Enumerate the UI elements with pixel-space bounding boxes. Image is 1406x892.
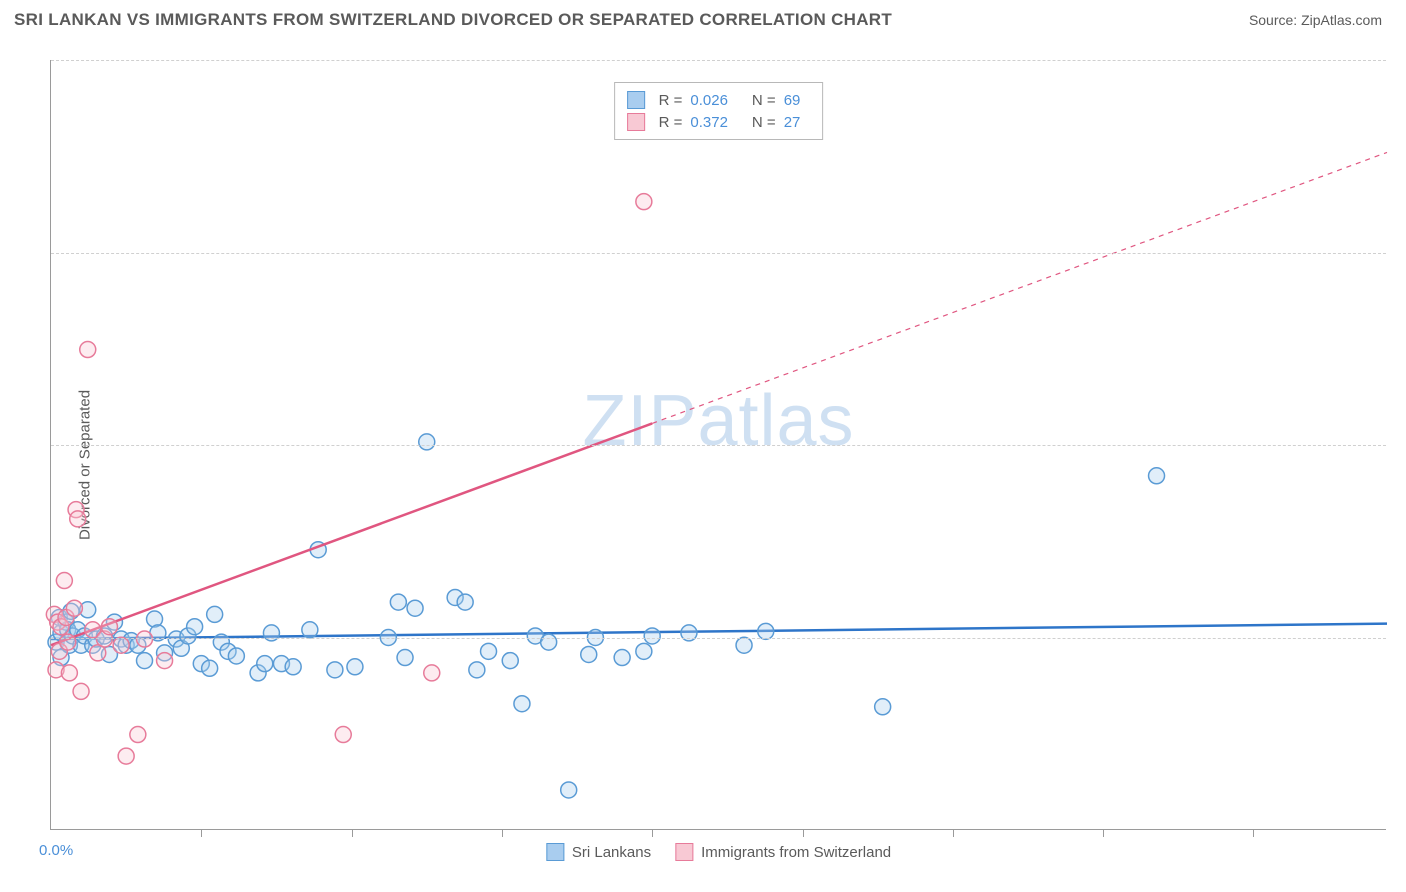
x-tick: [1253, 829, 1254, 837]
chart-title: SRI LANKAN VS IMMIGRANTS FROM SWITZERLAN…: [14, 10, 892, 30]
source-link[interactable]: Source: ZipAtlas.com: [1249, 12, 1382, 28]
x-tick: [502, 829, 503, 837]
scatter-point: [644, 628, 660, 644]
series-legend: Sri Lankans Immigrants from Switzerland: [546, 843, 891, 861]
scatter-point: [257, 656, 273, 672]
scatter-point: [137, 653, 153, 669]
scatter-point: [137, 631, 153, 647]
scatter-point: [335, 727, 351, 743]
scatter-point: [419, 434, 435, 450]
legend-swatch: [546, 843, 564, 861]
scatter-point: [187, 619, 203, 635]
scatter-point: [157, 653, 173, 669]
x-origin-label: 0.0%: [39, 842, 73, 859]
scatter-point: [285, 659, 301, 675]
scatter-point: [636, 194, 652, 210]
legend-item: Sri Lankans: [546, 843, 651, 861]
x-tick: [352, 829, 353, 837]
scatter-point: [481, 643, 497, 659]
scatter-point: [118, 748, 134, 764]
scatter-point: [202, 660, 218, 676]
scatter-point: [1149, 468, 1165, 484]
scatter-point: [302, 622, 318, 638]
plot-area: ZIPatlas R =0.026N =69R =0.372N =27 0.0%…: [50, 60, 1386, 830]
scatter-point: [502, 653, 518, 669]
legend-label: Immigrants from Switzerland: [701, 844, 891, 861]
scatter-point: [736, 637, 752, 653]
scatter-point: [73, 683, 89, 699]
scatter-point: [207, 606, 223, 622]
scatter-point: [561, 782, 577, 798]
scatter-point: [424, 665, 440, 681]
x-tick: [803, 829, 804, 837]
scatter-point: [407, 600, 423, 616]
scatter-point: [614, 650, 630, 666]
scatter-point: [636, 643, 652, 659]
chart-container: Divorced or Separated ZIPatlas R =0.026N…: [14, 38, 1392, 892]
trendline: [51, 423, 652, 645]
scatter-point: [457, 594, 473, 610]
x-tick: [1103, 829, 1104, 837]
scatter-point: [70, 511, 86, 527]
scatter-point: [581, 646, 597, 662]
gridline: [51, 638, 1386, 639]
legend-label: Sri Lankans: [572, 844, 651, 861]
gridline: [51, 60, 1386, 61]
x-tick: [953, 829, 954, 837]
gridline: [51, 253, 1386, 254]
scatter-point: [347, 659, 363, 675]
scatter-point: [228, 648, 244, 664]
scatter-point: [397, 650, 413, 666]
scatter-point: [130, 727, 146, 743]
scatter-point: [66, 600, 82, 616]
legend-item: Immigrants from Switzerland: [675, 843, 891, 861]
scatter-point: [390, 594, 406, 610]
scatter-point: [327, 662, 343, 678]
legend-swatch: [675, 843, 693, 861]
trendline-dashed: [652, 152, 1387, 423]
scatter-point: [113, 637, 129, 653]
scatter-point: [514, 696, 530, 712]
x-tick: [201, 829, 202, 837]
gridline: [51, 445, 1386, 446]
scatter-point: [56, 573, 72, 589]
scatter-point: [61, 665, 77, 681]
scatter-point: [875, 699, 891, 715]
scatter-point: [469, 662, 485, 678]
scatter-point: [80, 342, 96, 358]
scatter-point: [101, 619, 117, 635]
x-tick: [652, 829, 653, 837]
